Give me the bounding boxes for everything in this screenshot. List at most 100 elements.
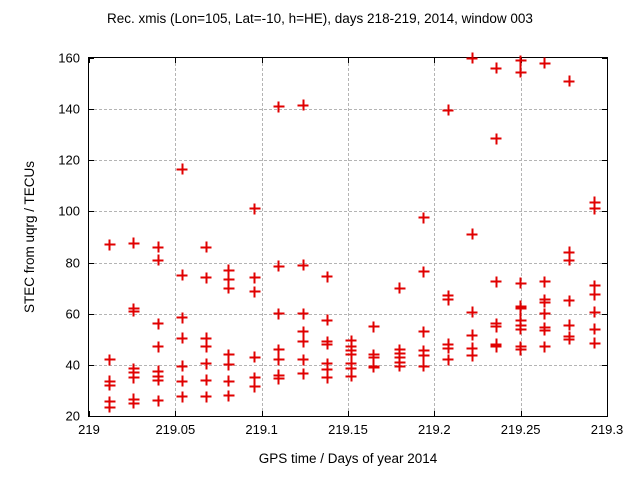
data-point-marker xyxy=(104,379,116,391)
data-point-marker xyxy=(223,390,235,402)
y-gridline xyxy=(89,313,607,315)
x-gridline xyxy=(348,58,349,416)
data-point-marker xyxy=(223,349,235,361)
x-tick-label: 219.05 xyxy=(155,422,196,437)
data-point-marker xyxy=(297,326,309,338)
data-point-marker xyxy=(273,373,285,385)
data-point-marker xyxy=(223,273,235,285)
data-point-marker xyxy=(589,337,601,349)
data-point-marker xyxy=(273,354,285,366)
x-gridline xyxy=(434,58,436,416)
data-point-marker xyxy=(249,351,261,363)
data-point-marker xyxy=(539,324,551,336)
x-tick-mark xyxy=(434,411,436,416)
data-point-marker xyxy=(442,104,454,116)
y-tick-label: 80 xyxy=(65,255,80,271)
y-tick-mark xyxy=(89,313,94,315)
data-point-marker xyxy=(539,57,551,69)
data-point-marker xyxy=(515,277,527,289)
data-point-marker xyxy=(273,344,285,355)
data-point-marker xyxy=(321,364,333,376)
data-point-marker xyxy=(589,196,601,208)
data-point-marker xyxy=(200,358,212,370)
data-point-marker xyxy=(345,349,357,361)
data-point-marker xyxy=(200,341,212,353)
x-tick-mark xyxy=(607,58,608,63)
data-point-marker xyxy=(297,354,309,366)
data-point-marker xyxy=(418,266,430,278)
data-point-marker xyxy=(589,280,601,292)
data-point-marker xyxy=(490,341,502,353)
x-tick-mark xyxy=(175,411,177,416)
data-point-marker xyxy=(563,333,575,345)
data-point-marker xyxy=(563,295,575,307)
y-tick-label: 160 xyxy=(58,50,80,66)
data-point-marker xyxy=(321,338,333,350)
data-point-marker xyxy=(223,282,235,294)
data-point-marker xyxy=(273,101,285,113)
data-point-marker xyxy=(563,319,575,331)
data-point-marker xyxy=(563,246,575,258)
data-point-marker xyxy=(563,254,575,266)
data-point-marker xyxy=(297,259,309,271)
data-point-marker xyxy=(104,239,116,251)
x-gridline xyxy=(175,58,177,416)
y-tick-label: 100 xyxy=(58,203,80,219)
data-point-marker xyxy=(273,260,285,272)
data-point-marker xyxy=(515,55,527,67)
data-point-marker xyxy=(297,308,309,320)
data-point-marker xyxy=(128,305,140,317)
data-point-marker xyxy=(515,323,527,335)
x-tick-mark xyxy=(348,411,349,416)
data-point-marker xyxy=(466,228,478,240)
data-point-marker xyxy=(152,395,164,407)
data-point-marker xyxy=(368,361,380,373)
y-tick-mark xyxy=(602,58,607,59)
data-point-marker xyxy=(490,276,502,288)
x-tick-label: 219.2 xyxy=(418,422,451,437)
x-tick-label: 219.1 xyxy=(245,422,278,437)
y-tick-label: 60 xyxy=(65,306,80,322)
data-point-marker xyxy=(152,254,164,266)
x-tick-mark xyxy=(434,58,436,63)
y-gridline xyxy=(89,109,607,111)
y-tick-mark xyxy=(89,58,94,59)
data-point-marker xyxy=(442,294,454,306)
data-point-marker xyxy=(200,374,212,386)
data-point-marker xyxy=(418,350,430,362)
data-point-marker xyxy=(249,372,261,384)
data-point-marker xyxy=(223,375,235,387)
x-tick-label: 219 xyxy=(78,422,100,437)
data-point-marker xyxy=(176,391,188,403)
data-point-marker xyxy=(515,344,527,355)
data-point-marker xyxy=(345,335,357,347)
data-point-marker xyxy=(200,272,212,284)
data-point-marker xyxy=(297,99,309,111)
x-tick-mark xyxy=(607,411,608,416)
y-tick-mark xyxy=(602,364,607,366)
y-tick-label: 120 xyxy=(58,152,80,168)
y-gridline xyxy=(89,364,607,366)
data-point-marker xyxy=(589,306,601,318)
data-point-marker xyxy=(563,75,575,87)
x-tick-label: 219.15 xyxy=(328,422,368,437)
y-gridline xyxy=(89,262,607,264)
y-tick-mark xyxy=(602,211,607,213)
data-point-marker xyxy=(152,318,164,330)
data-point-marker xyxy=(152,374,164,386)
y-tick-mark xyxy=(89,364,94,366)
y-gridline xyxy=(89,160,607,162)
x-tick-mark xyxy=(89,58,90,63)
data-point-marker xyxy=(128,397,140,409)
data-point-marker xyxy=(490,133,502,145)
data-point-marker xyxy=(223,359,235,371)
data-point-marker xyxy=(321,358,333,370)
data-point-marker xyxy=(394,360,406,372)
data-point-marker xyxy=(128,372,140,384)
data-point-marker xyxy=(589,323,601,335)
data-point-marker xyxy=(442,354,454,366)
y-tick-mark xyxy=(602,160,607,162)
data-point-marker xyxy=(418,212,430,224)
y-tick-mark xyxy=(89,109,94,111)
